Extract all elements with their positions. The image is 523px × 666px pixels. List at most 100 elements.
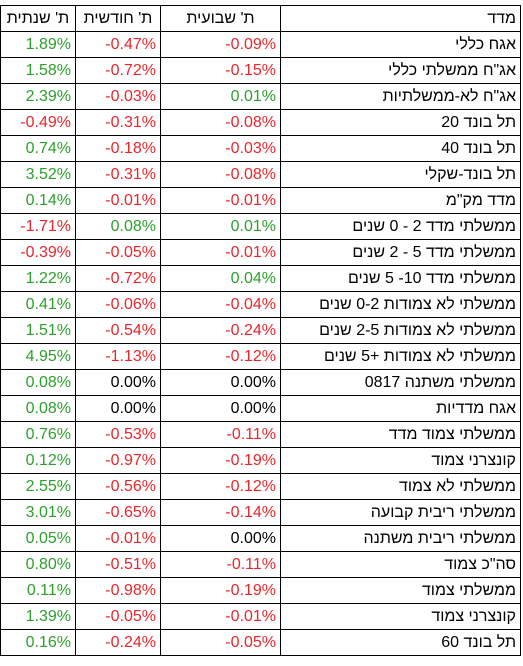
cell-weekly: -0.14% [160, 499, 281, 526]
cell-weekly: -0.08% [160, 109, 281, 136]
cell-monthly: 0.00% [75, 395, 161, 422]
table-row: 0.08% 0.00% 0.00% אגח מדדיות [0, 395, 521, 422]
table-row: -0.39% -0.05% -0.01% ממשלתי מדד 5 - 2 שנים [0, 239, 521, 266]
cell-weekly: -0.12% [160, 473, 281, 500]
cell-index-name: אג"ח לא-ממשלתיות [280, 83, 521, 110]
table-row: 0.74% -0.18% -0.03% תל בונד 40 [0, 135, 521, 162]
table-row: 0.80% -0.51% -0.11% סה"כ צמוד [0, 551, 521, 578]
cell-index-name: אגח מדדיות [280, 395, 521, 422]
cell-index-name: ממשלתי מדד 2 - 0 שנים [280, 213, 521, 240]
cell-monthly: -0.01% [75, 525, 161, 552]
cell-yearly: 1.51% [0, 317, 76, 344]
table-row: 1.39% -0.05% -0.01% קונצרני צמוד [0, 603, 521, 630]
cell-monthly: -0.51% [75, 551, 161, 578]
cell-yearly: 0.76% [0, 421, 76, 448]
cell-index-name: אגח כללי [280, 31, 521, 58]
cell-weekly: -0.19% [160, 447, 281, 474]
cell-monthly: -0.18% [75, 135, 161, 162]
cell-yearly: 0.11% [0, 577, 76, 604]
table-row: 0.11% -0.98% -0.19% ממשלתי צמוד [0, 577, 521, 604]
header-weekly: ת' שבועית [160, 5, 281, 32]
cell-monthly: 0.00% [75, 369, 161, 396]
cell-monthly: -0.56% [75, 473, 161, 500]
cell-yearly: 0.08% [0, 395, 76, 422]
table-row: 3.52% -0.31% -0.08% תל בונד-שקלי [0, 161, 521, 188]
cell-yearly: 3.01% [0, 499, 76, 526]
cell-weekly: -0.24% [160, 317, 281, 344]
cell-weekly: -0.09% [160, 31, 281, 58]
cell-yearly: 2.55% [0, 473, 76, 500]
table-row: 1.89% -0.47% -0.09% אגח כללי [0, 31, 521, 58]
header-row: ת' שנתית ת' חודשית ת' שבועית מדד [0, 5, 521, 32]
table-row: 1.51% -0.54% -0.24% ממשלתי לא צמודות 2-5 שנ… [0, 317, 521, 344]
table-row: 4.95% -1.13% -0.12% ממשלתי לא צמודות +5 שני… [0, 343, 521, 370]
cell-yearly: -1.71% [0, 213, 76, 240]
cell-yearly: 1.22% [0, 265, 76, 292]
cell-weekly: -0.08% [160, 161, 281, 188]
cell-index-name: סה"כ צמוד [280, 551, 521, 578]
table-row: 0.16% -0.24% -0.05% תל בונד 60 [0, 629, 521, 656]
cell-weekly: -0.01% [160, 603, 281, 630]
table-row: 1.22% -0.72% 0.04% ממשלתי מדד 10- 5 שנים [0, 265, 521, 292]
cell-monthly: -0.05% [75, 603, 161, 630]
cell-index-name: קונצרני צמוד [280, 447, 521, 474]
cell-yearly: 2.39% [0, 83, 76, 110]
cell-weekly: -0.15% [160, 57, 281, 84]
cell-yearly: 0.80% [0, 551, 76, 578]
cell-weekly: -0.05% [160, 629, 281, 656]
cell-weekly: -0.01% [160, 187, 281, 214]
cell-yearly: 0.12% [0, 447, 76, 474]
table-row: 0.05% -0.01% 0.00% ממשלתי ריבית משתנה [0, 525, 521, 552]
cell-index-name: ממשלתי לא צמודות +5 שנים [280, 343, 521, 370]
table-row: 0.12% -0.97% -0.19% קונצרני צמוד [0, 447, 521, 474]
cell-index-name: תל בונד-שקלי [280, 161, 521, 188]
cell-index-name: ממשלתי לא צמודות 2-5 שנים [280, 317, 521, 344]
cell-index-name: ממשלתי ריבית משתנה [280, 525, 521, 552]
cell-yearly: 1.58% [0, 57, 76, 84]
cell-monthly: -0.31% [75, 161, 161, 188]
cell-weekly: -0.11% [160, 421, 281, 448]
cell-index-name: ממשלתי לא צמוד [280, 473, 521, 500]
cell-monthly: -0.97% [75, 447, 161, 474]
table-row: 2.55% -0.56% -0.12% ממשלתי לא צמוד [0, 473, 521, 500]
cell-monthly: -0.72% [75, 265, 161, 292]
cell-yearly: 1.89% [0, 31, 76, 58]
cell-weekly: -0.04% [160, 291, 281, 318]
cell-weekly: 0.01% [160, 213, 281, 240]
header-index: מדד [280, 5, 521, 32]
cell-monthly: -0.72% [75, 57, 161, 84]
cell-monthly: -0.47% [75, 31, 161, 58]
returns-table: ת' שנתית ת' חודשית ת' שבועית מדד 1.89% -0… [0, 5, 521, 656]
cell-monthly: -0.24% [75, 629, 161, 656]
table-row: 0.76% -0.53% -0.11% ממשלתי צמוד מדד [0, 421, 521, 448]
table-row: 3.01% -0.65% -0.14% ממשלתי ריבית קבועה [0, 499, 521, 526]
cell-index-name: תל בונד 60 [280, 629, 521, 656]
cell-yearly: 1.39% [0, 603, 76, 630]
cell-monthly: -0.01% [75, 187, 161, 214]
cell-index-name: ממשלתי לא צמודות 0-2 שנים [280, 291, 521, 318]
table-row: 2.39% -0.03% 0.01% אג"ח לא-ממשלתיות [0, 83, 521, 110]
header-monthly: ת' חודשית [75, 5, 161, 32]
cell-monthly: -0.03% [75, 83, 161, 110]
cell-index-name: ממשלתי צמוד [280, 577, 521, 604]
cell-weekly: 0.00% [160, 525, 281, 552]
cell-index-name: ממשלתי מדד 5 - 2 שנים [280, 239, 521, 266]
cell-weekly: 0.04% [160, 265, 281, 292]
cell-weekly: -0.01% [160, 239, 281, 266]
cell-index-name: תל בונד 20 [280, 109, 521, 136]
cell-monthly: -1.13% [75, 343, 161, 370]
cell-monthly: -0.98% [75, 577, 161, 604]
cell-index-name: מדד מק"מ [280, 187, 521, 214]
cell-index-name: קונצרני צמוד [280, 603, 521, 630]
cell-yearly: 0.74% [0, 135, 76, 162]
cell-yearly: 0.08% [0, 369, 76, 396]
table-row: 0.08% 0.00% 0.00% ממשלתי משתנה 0817 [0, 369, 521, 396]
cell-weekly: -0.11% [160, 551, 281, 578]
cell-yearly: 0.16% [0, 629, 76, 656]
cell-yearly: 0.05% [0, 525, 76, 552]
cell-weekly: -0.19% [160, 577, 281, 604]
cell-weekly: 0.00% [160, 395, 281, 422]
cell-yearly: 3.52% [0, 161, 76, 188]
cell-index-name: תל בונד 40 [280, 135, 521, 162]
cell-monthly: -0.05% [75, 239, 161, 266]
